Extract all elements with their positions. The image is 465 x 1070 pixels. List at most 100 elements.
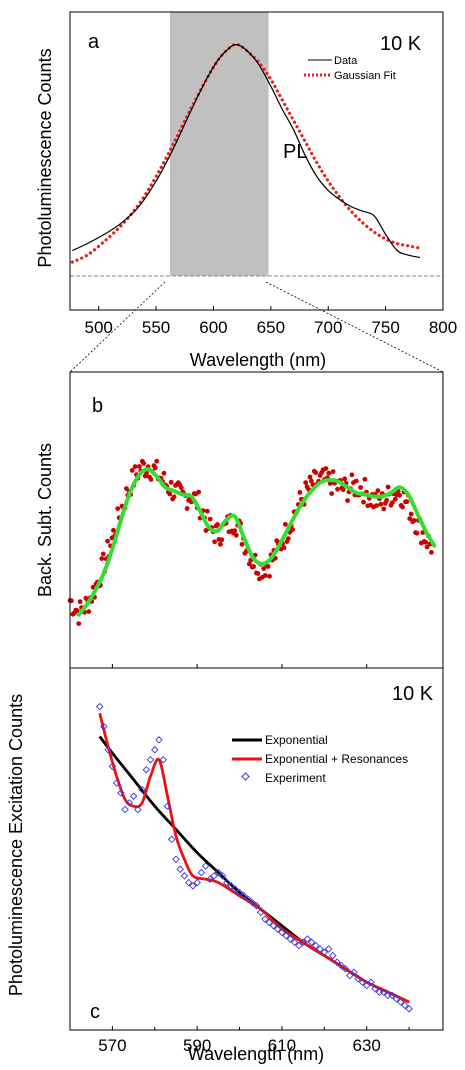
data-point — [392, 496, 398, 502]
data-point — [215, 522, 220, 527]
panel-c: 570 590 610 630 c 10 K Exponential Exponent… — [6, 667, 444, 1064]
experiment-point — [290, 938, 299, 947]
experiment-point — [235, 888, 244, 897]
panel-b-label: b — [92, 395, 103, 417]
data-point — [281, 545, 287, 551]
panel-c-y-axis-label-text: Photoluminescence Excitation Counts — [6, 694, 26, 996]
data-point — [423, 539, 429, 545]
experiment-point — [121, 805, 129, 814]
series-fit — [76, 467, 437, 617]
data-point — [407, 516, 413, 521]
data-point — [105, 538, 110, 544]
data-point — [212, 539, 218, 545]
panel-c-legend: Exponential Exponential + Resonances Exp… — [232, 733, 408, 785]
experiment-point — [307, 938, 316, 947]
experiment-point — [333, 958, 341, 966]
data-point — [408, 511, 414, 517]
experiment-point — [227, 882, 235, 890]
x-tick-label: 600 — [199, 318, 227, 337]
experiment-point — [396, 998, 405, 1006]
data-point — [218, 541, 223, 547]
experiment-point — [206, 875, 214, 883]
data-point — [219, 537, 225, 543]
panel-a: 500 550 600 650 700 750 800 a 10 K PL Data Gau… — [35, 11, 457, 370]
experiment-point — [350, 968, 358, 976]
data-point — [335, 486, 340, 492]
legend-fit-label: Gaussian Fit — [334, 70, 396, 82]
x-tick-label: 700 — [314, 318, 342, 337]
experiment-point — [371, 985, 379, 993]
panel-a-x-ticks: 500 550 600 650 700 750 800 — [85, 306, 457, 337]
experiment-point — [354, 975, 362, 983]
legend-experiment-swatch — [241, 772, 250, 781]
panel-b: b Back. Subt. Counts — [35, 371, 444, 669]
x-tick-label: 800 — [429, 318, 457, 337]
panel-b-frame — [69, 371, 444, 669]
experiment-point — [273, 925, 282, 933]
panel-a-series — [70, 42, 422, 264]
experiment-point — [316, 945, 324, 953]
panel-a-x-axis-label: Wavelength (nm) — [190, 350, 326, 370]
experiment-point — [125, 799, 134, 807]
experiment-point — [146, 755, 155, 764]
data-point — [99, 556, 105, 561]
panel-a-label: a — [88, 31, 100, 53]
data-point — [167, 491, 173, 497]
panel-c-temperature: 10 K — [392, 683, 434, 705]
data-point — [400, 504, 405, 510]
experiment-point — [375, 988, 384, 996]
experiment-point — [193, 878, 201, 887]
data-point — [152, 465, 158, 471]
experiment-point — [384, 991, 392, 1000]
x-tick-label: 550 — [142, 318, 170, 337]
panel-a-frame — [69, 11, 444, 311]
legend-data-label: Data — [334, 55, 358, 67]
data-point — [361, 499, 366, 505]
experiment-point — [134, 805, 142, 814]
data-point — [76, 621, 82, 626]
panel-c-y-axis-label: Photoluminescence Excitation Counts — [6, 694, 26, 996]
panel-c-label: c — [90, 1001, 100, 1023]
data-point — [171, 494, 177, 500]
x-tick-label: 500 — [85, 318, 113, 337]
experiment-point — [367, 978, 375, 986]
data-point — [178, 485, 184, 491]
data-point — [349, 472, 355, 478]
experiment-point — [337, 961, 346, 970]
data-point — [327, 481, 333, 486]
experiment-point — [379, 988, 388, 996]
data-point — [374, 503, 379, 508]
experiment-point — [108, 762, 117, 771]
series-exponential — [98, 735, 410, 1004]
panel-c-x-axis-label: Wavelength (nm) — [188, 1044, 324, 1064]
experiment-point — [269, 921, 278, 930]
experiment-point — [346, 971, 354, 980]
panel-c-series — [95, 702, 413, 1013]
data-point — [330, 469, 336, 474]
experiment-point — [100, 722, 108, 731]
data-point — [429, 550, 434, 555]
data-point — [141, 461, 147, 466]
data-point — [144, 470, 150, 476]
data-point — [115, 506, 121, 511]
x-tick-label: 570 — [98, 1036, 126, 1055]
zoom-connector-left — [69, 281, 166, 373]
experiment-point — [299, 938, 307, 947]
data-point — [397, 492, 402, 498]
data-point — [251, 564, 256, 569]
panel-b-y-axis-label: Back. Subt. Counts — [35, 443, 55, 597]
data-point — [137, 464, 142, 469]
data-point — [204, 508, 210, 514]
data-point — [307, 474, 313, 480]
experiment-point — [286, 935, 295, 943]
experiment-point — [303, 935, 312, 943]
experiment-point — [129, 792, 138, 800]
data-point — [74, 608, 80, 613]
x-tick-label: 610 — [268, 1036, 296, 1055]
experiment-point — [248, 898, 257, 907]
experiment-point — [184, 878, 193, 887]
legend-exponential-label: Exponential — [265, 733, 328, 747]
experiment-point — [329, 951, 337, 960]
data-point — [261, 566, 267, 571]
panel-a-y-axis-label: Photoluminescence Counts — [35, 48, 55, 267]
